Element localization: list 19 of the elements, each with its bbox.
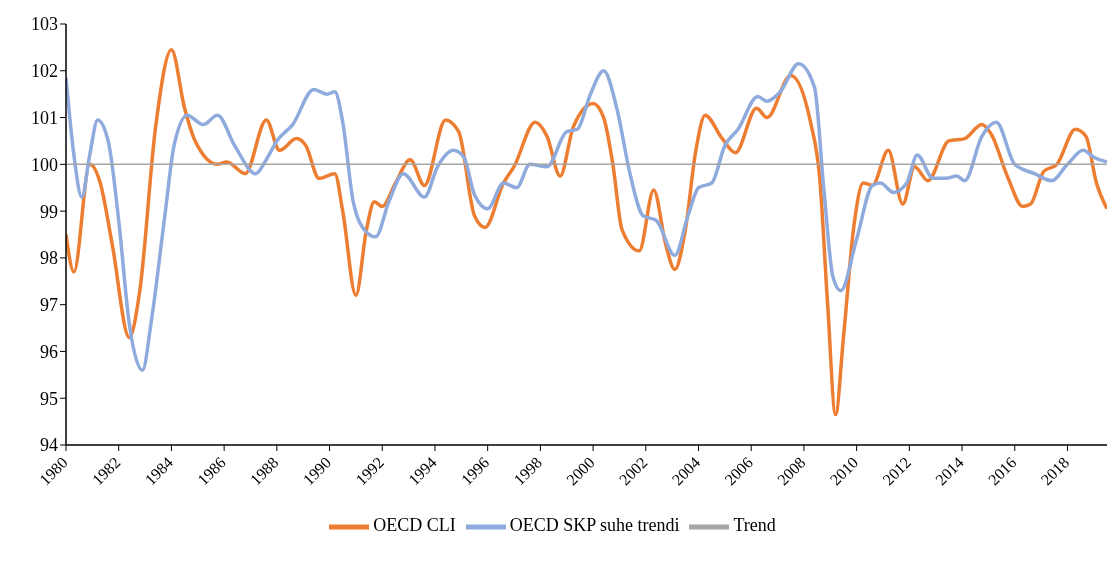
line-series	[66, 47, 1107, 417]
x-tick-label: 1992	[352, 453, 387, 489]
legend-label: OECD CLI	[373, 515, 456, 536]
y-tick-label: 95	[40, 388, 58, 409]
y-tick-label: 100	[31, 154, 58, 175]
legend-label: OECD SKP suhe trendi	[509, 515, 680, 536]
y-tick-label: 103	[31, 14, 58, 35]
y-tick-label: 97	[40, 295, 58, 316]
legend-label: Trend	[733, 515, 776, 536]
y-tick-label: 94	[40, 435, 58, 456]
x-tick-label: 1980	[36, 453, 71, 489]
y-tick-label: 98	[40, 248, 58, 269]
x-tick-label: 1990	[299, 453, 335, 489]
y-tick-label: 96	[40, 341, 58, 362]
y-tick-label: 101	[31, 107, 58, 128]
y-tick-label: 102	[31, 61, 58, 82]
line-series	[66, 62, 1107, 372]
y-tick-label: 99	[40, 201, 58, 222]
x-tick-label: 1982	[88, 453, 124, 489]
